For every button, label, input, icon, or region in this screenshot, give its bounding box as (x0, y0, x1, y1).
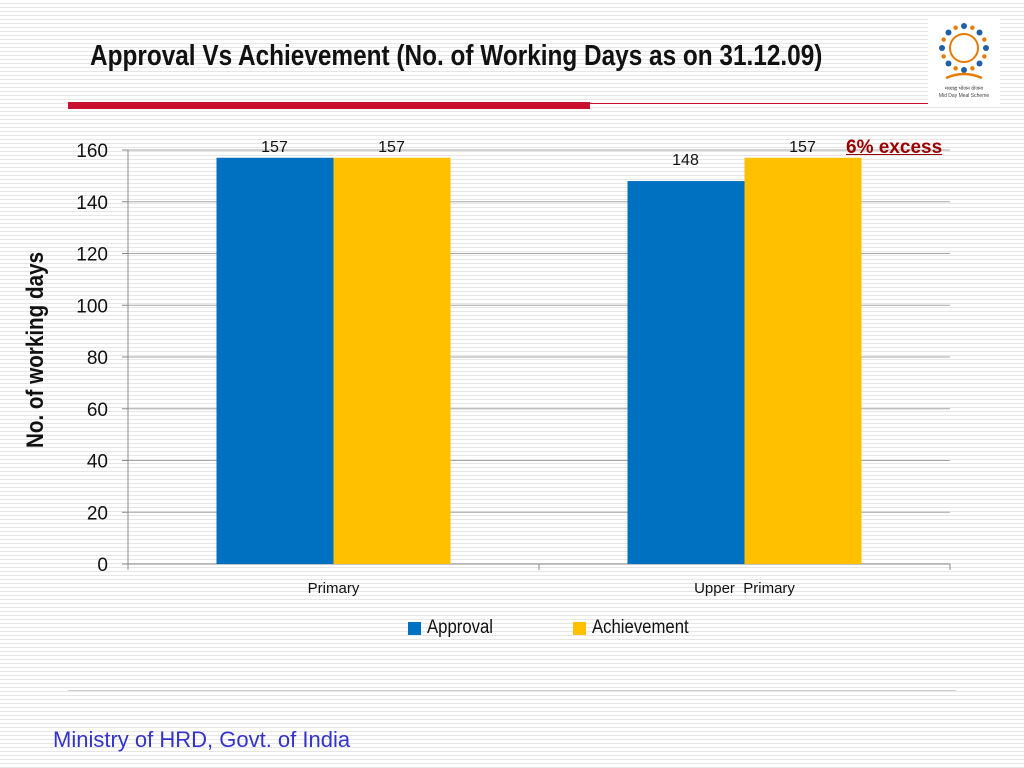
title-accent-bar (68, 102, 590, 109)
slide-title: Approval Vs Achievement (No. of Working … (90, 40, 823, 72)
bar-approval-0 (216, 157, 334, 564)
logo-emblem-icon (939, 23, 989, 80)
logo-caption-hindi: मध्याह्न भोजन योजना (944, 86, 984, 92)
footer-divider (68, 690, 956, 691)
excess-annotation: 6% excess (846, 137, 943, 158)
mid-day-meal-scheme-logo-icon: मध्याह्न भोजन योजना Mid Day Meal Scheme (928, 18, 1000, 104)
bar-approval-1 (627, 181, 745, 565)
legend-swatch-approval (408, 621, 421, 635)
y-axis-label: No. of working days (22, 251, 49, 449)
legend-label-achievement: Achievement (592, 617, 689, 638)
y-tick-label-40: 40 (87, 452, 108, 473)
legend-label-approval: Approval (427, 617, 493, 638)
x-category-label-1: Upper Primary (694, 580, 795, 597)
data-label-approval-1: 148 (672, 152, 699, 169)
y-tick-label-60: 60 (87, 400, 108, 421)
y-tick-label-160: 160 (76, 141, 108, 162)
y-tick-label-80: 80 (87, 348, 108, 369)
bar-achievement-1 (744, 157, 862, 564)
legend-item-approval: Approval (408, 617, 502, 639)
y-tick-label-100: 100 (76, 296, 108, 317)
title-accent-line (590, 103, 930, 104)
y-tick-label-20: 20 (87, 503, 108, 524)
legend-swatch-achievement (573, 621, 586, 635)
legend-item-achievement: Achievement (573, 617, 702, 639)
x-category-label-0: Primary (308, 580, 360, 597)
data-label-achievement-1: 157 (789, 139, 816, 156)
chart-legend: Approval Achievement (0, 617, 1024, 641)
data-label-achievement-0: 157 (378, 139, 405, 156)
bar-achievement-0 (333, 157, 451, 564)
data-label-approval-0: 157 (261, 139, 288, 156)
logo-caption-english: Mid Day Meal Scheme (938, 93, 990, 99)
y-tick-label-120: 120 (76, 245, 108, 266)
y-tick-label-0: 0 (97, 555, 108, 576)
footer-text: Ministry of HRD, Govt. of India (53, 727, 351, 752)
y-tick-label-140: 140 (76, 193, 108, 214)
